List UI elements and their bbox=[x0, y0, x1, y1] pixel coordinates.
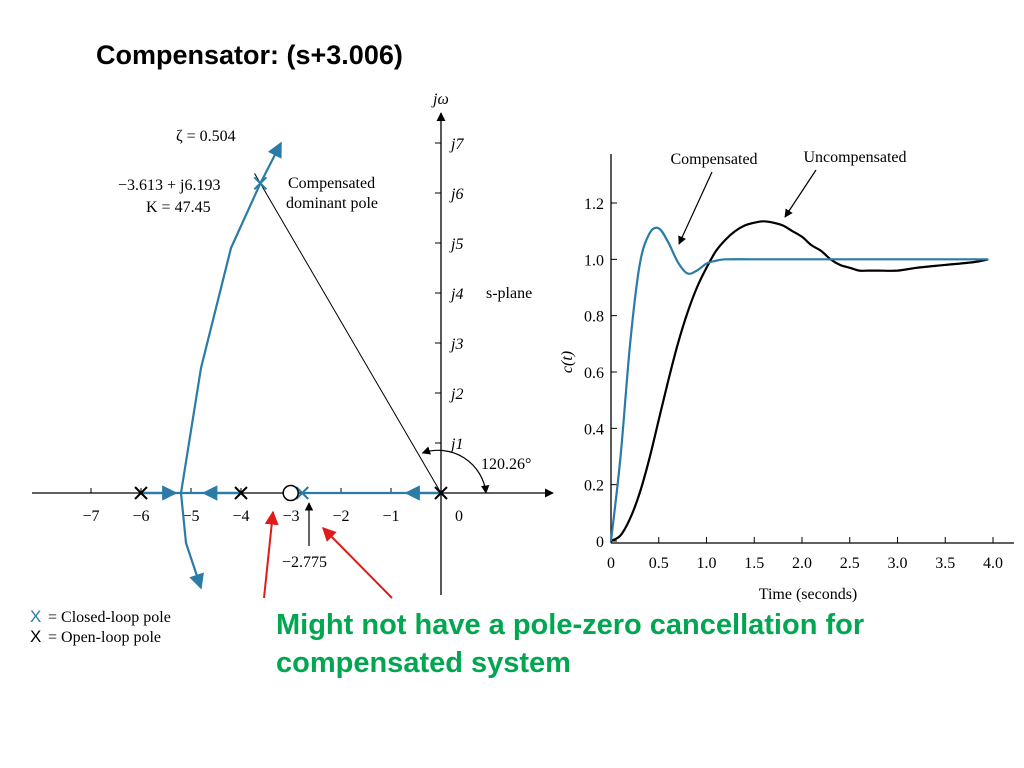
x-tick-label: −5 bbox=[182, 508, 199, 525]
locus-branch-upper bbox=[179, 141, 282, 494]
x-tick-label: −2 bbox=[332, 508, 349, 525]
y-tick-label: j7 bbox=[449, 136, 464, 153]
pole-desc-line2: dominant pole bbox=[286, 195, 378, 212]
x-tick-label: −3 bbox=[282, 508, 299, 525]
zeta-line bbox=[254, 173, 442, 494]
step-x-tick-label: 1.5 bbox=[744, 555, 764, 572]
step-y-tick-label: 1.2 bbox=[584, 196, 604, 213]
angle-arc bbox=[421, 446, 490, 494]
open-loop-pole-marker bbox=[234, 486, 248, 500]
step-x-tick-label: 0.5 bbox=[649, 555, 669, 572]
y-tick-label: j4 bbox=[449, 286, 463, 303]
step-x-tick-label: 4.0 bbox=[983, 555, 1003, 572]
locus-branch-lower bbox=[179, 492, 204, 590]
zero-crossing-label: −2.775 bbox=[282, 554, 327, 571]
open-loop-pole-marker bbox=[134, 486, 148, 500]
annotation-compensated-arrow bbox=[678, 171, 713, 245]
step-y-tick-label: 0.4 bbox=[584, 421, 604, 438]
annotation-uncompensated: Uncompensated bbox=[803, 149, 906, 166]
step-y-tick-label: 0.8 bbox=[584, 309, 604, 326]
x-tick-label: −7 bbox=[82, 508, 99, 525]
step-x-tick-label: 3.0 bbox=[888, 555, 908, 572]
x-tick-label: −1 bbox=[382, 508, 399, 525]
step-x-tick-label: 0 bbox=[607, 555, 615, 572]
annotation-compensated: Compensated bbox=[670, 151, 757, 168]
y-tick-label: j2 bbox=[449, 386, 463, 403]
zeta-label: ζ = 0.504 bbox=[176, 128, 236, 145]
step-y-tick-label: 0.2 bbox=[584, 478, 604, 495]
step-x-tick-label: 1.0 bbox=[697, 555, 717, 572]
angle-label: 120.26° bbox=[481, 456, 531, 473]
legend-marker: X bbox=[30, 607, 41, 626]
imag-axis-label: jω bbox=[431, 91, 449, 108]
annotation-uncompensated-arrow bbox=[784, 169, 817, 218]
step-y-tick-label: 0 bbox=[596, 534, 604, 551]
note-arrow-right bbox=[322, 527, 393, 599]
x-tick-label: −4 bbox=[232, 508, 249, 525]
pole-zero-note: Might not have a pole-zero cancellation … bbox=[276, 609, 865, 679]
y-tick-label: j5 bbox=[449, 236, 463, 253]
slide-title: Compensator: (s+3.006) bbox=[96, 40, 403, 70]
y-tick-label: j6 bbox=[449, 186, 463, 203]
y-tick-label: j3 bbox=[449, 336, 463, 353]
open-loop-pole-marker bbox=[434, 486, 448, 500]
legend-text: = Open-loop pole bbox=[48, 629, 161, 646]
step-y-tick-label: 0.6 bbox=[584, 365, 604, 382]
closed-loop-pole-marker bbox=[253, 176, 268, 191]
pole-gain-label: K = 47.45 bbox=[146, 199, 211, 216]
x-tick-label: −6 bbox=[132, 508, 149, 525]
step-y-tick-label: 1.0 bbox=[584, 252, 604, 269]
step-y-label: c(t) bbox=[559, 351, 576, 373]
s-plane-label: s-plane bbox=[486, 285, 532, 302]
note-arrow-left bbox=[263, 510, 279, 599]
closed-loop-pole-marker bbox=[295, 486, 309, 500]
step-x-tick-label: 2.5 bbox=[840, 555, 860, 572]
series-compensated bbox=[609, 226, 989, 542]
legend-marker: X bbox=[30, 627, 41, 646]
x-tick-label: 0 bbox=[455, 508, 463, 525]
step-x-label: Time (seconds) bbox=[759, 586, 858, 603]
pole-coord-label: −3.613 + j6.193 bbox=[118, 177, 221, 194]
legend-text: = Closed-loop pole bbox=[48, 609, 171, 626]
zero-marker bbox=[282, 484, 299, 502]
pole-desc-line1: Compensated bbox=[288, 175, 375, 192]
series-uncompensated bbox=[610, 220, 989, 542]
step-x-tick-label: 2.0 bbox=[792, 555, 812, 572]
step-x-tick-label: 3.5 bbox=[935, 555, 955, 572]
